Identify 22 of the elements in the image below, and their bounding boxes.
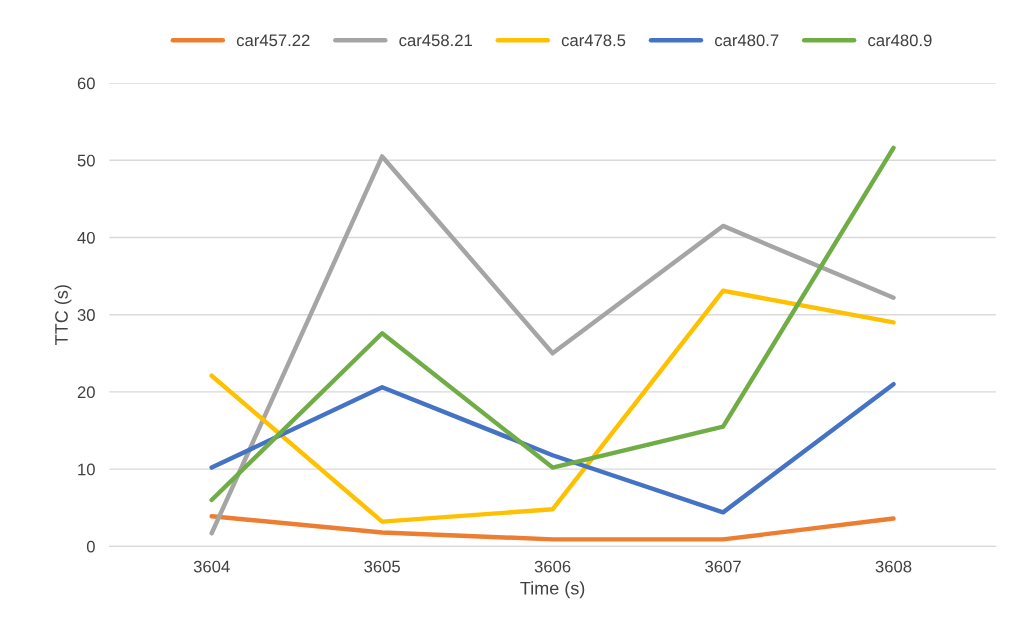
y-tick-label: 20 (77, 386, 95, 399)
y-tick-label: 40 (77, 231, 95, 244)
legend-label: car480.7 (715, 34, 779, 47)
legend-label: car457.22 (236, 34, 310, 47)
line-series (209, 288, 896, 524)
y-tick-label: 10 (78, 463, 95, 476)
x-tick-label: 3607 (705, 560, 741, 573)
y-tick-label: 30 (77, 309, 95, 321)
x-tick-label: 3608 (875, 560, 912, 573)
line-series (209, 381, 896, 515)
y-tick-label: 0 (86, 540, 95, 553)
line-series (209, 514, 896, 542)
x-tick-label: 3604 (193, 560, 230, 573)
y-axis-title: TTC (s) (54, 285, 72, 345)
y-tick-label: 50 (77, 154, 95, 167)
legend-label: car478.5 (561, 34, 626, 47)
y-tick-label: 60 (77, 77, 95, 90)
x-axis-title: Time (s) (520, 581, 585, 599)
legend-label: car480.9 (868, 34, 932, 47)
x-tick-label: 3605 (364, 560, 400, 573)
x-tick-label: 3606 (534, 560, 571, 573)
legend-label: car458.21 (399, 34, 472, 47)
